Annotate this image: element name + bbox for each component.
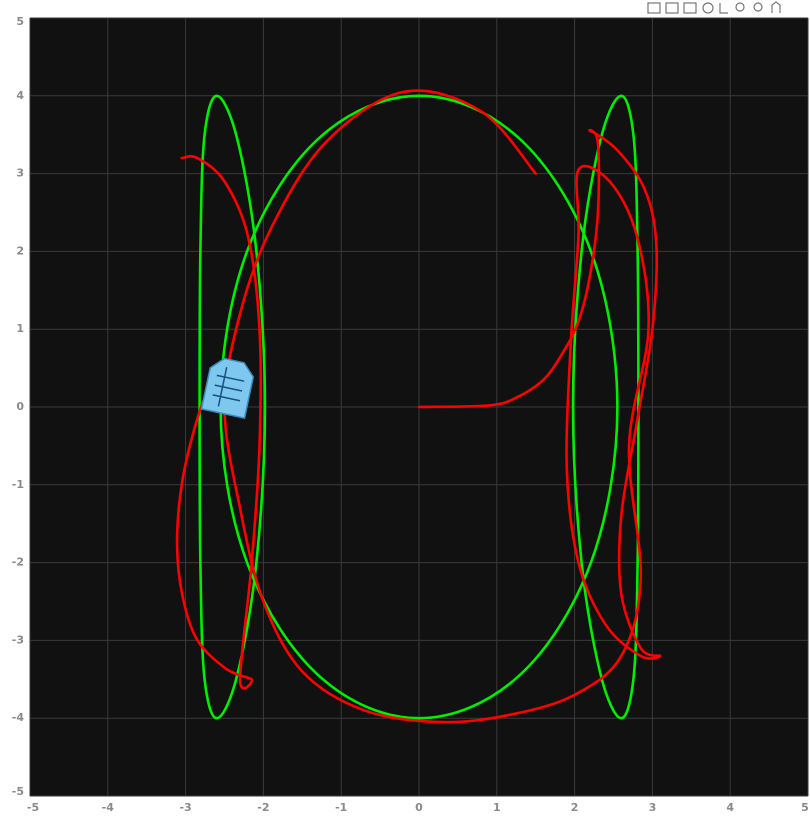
y-tick-label: 0	[16, 400, 24, 413]
y-tick-label: -5	[12, 785, 24, 798]
grid	[29, 17, 809, 797]
y-tick-label: 4	[16, 89, 24, 102]
lines	[175, 89, 662, 724]
y-tick-label: 2	[16, 244, 24, 257]
y-tick-label: 3	[16, 167, 24, 180]
tool-data[interactable]	[683, 2, 697, 14]
robot-icon	[200, 357, 255, 419]
x-tick-label: 4	[726, 801, 734, 814]
x-tick-label: -3	[179, 801, 191, 814]
tool-zoom-in[interactable]	[735, 2, 745, 12]
x-tick-label: 5	[801, 801, 809, 814]
x-tick-label: -4	[102, 801, 115, 814]
tool-pan[interactable]	[719, 3, 728, 14]
y-tick-label: -3	[12, 633, 24, 646]
tool-save[interactable]	[647, 2, 661, 14]
x-tick-label: 1	[493, 801, 501, 814]
trajectory-line	[175, 89, 662, 724]
y-tick-label: 1	[16, 322, 24, 335]
tool-zoom-out[interactable]	[753, 2, 763, 12]
tool-brush[interactable]	[665, 2, 679, 14]
y-tick-label: -4	[12, 711, 25, 724]
y-tick-label: -2	[12, 556, 24, 569]
toolbar[interactable]	[647, 1, 781, 14]
x-tick-label: -2	[257, 801, 269, 814]
x-tick-label: 0	[415, 801, 423, 814]
tool-home[interactable]	[771, 1, 781, 13]
x-tick-label: 3	[649, 801, 657, 814]
x-tick-label: -1	[335, 801, 347, 814]
tool-rotate[interactable]	[702, 2, 714, 14]
y-tick-label: -1	[12, 478, 24, 491]
x-tick-label: 2	[571, 801, 579, 814]
x-tick-label: -5	[27, 801, 39, 814]
y-tick-label: 5	[16, 15, 24, 28]
